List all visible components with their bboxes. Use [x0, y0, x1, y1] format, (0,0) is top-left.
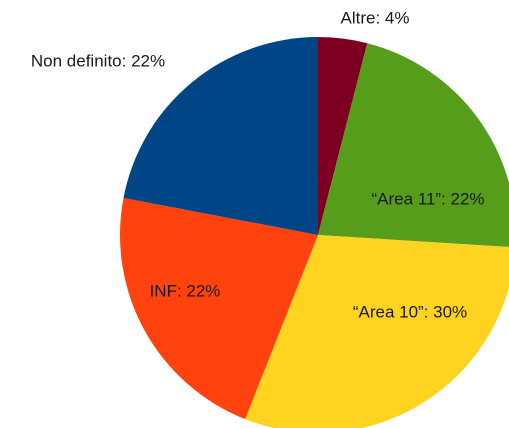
slice-label: “Area 11”: 22% [371, 189, 484, 208]
pie-slice [245, 235, 509, 428]
slice-label: INF: 22% [150, 281, 221, 300]
slice-label: “Area 10”: 30% [353, 302, 467, 321]
pie-slice [123, 37, 318, 235]
pie-slice [120, 197, 318, 420]
slice-label: Altre: 4% [341, 8, 410, 27]
pie-slice [318, 37, 368, 235]
pie-slice [318, 43, 509, 248]
slice-label: Non definito: 22% [31, 51, 165, 70]
